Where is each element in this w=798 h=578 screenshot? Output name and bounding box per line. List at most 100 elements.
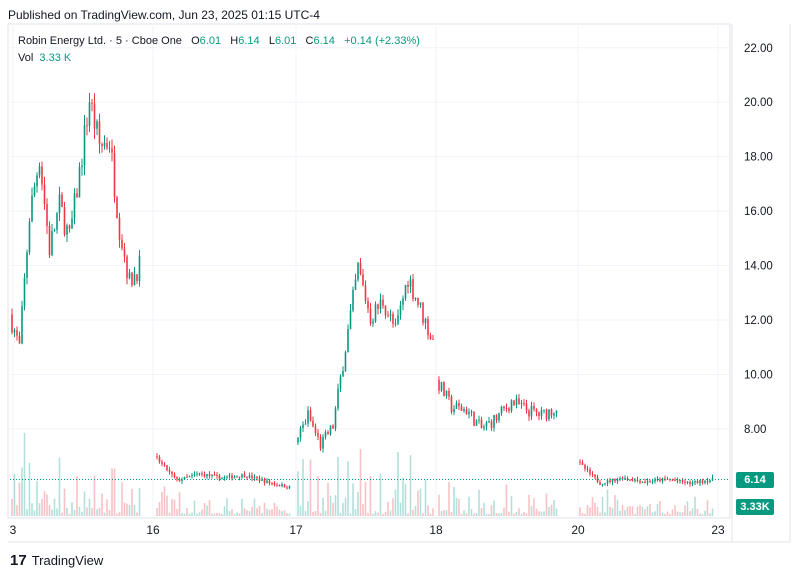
candle-body	[424, 318, 427, 323]
candle-body	[419, 302, 422, 305]
candle-body	[654, 479, 656, 482]
y-tick-label: 20.00	[744, 97, 773, 109]
y-tick-label: 12.00	[744, 315, 773, 327]
candle-body	[480, 419, 483, 429]
candle-body	[369, 308, 372, 324]
volume-bar	[248, 511, 251, 516]
volume-bar	[480, 508, 483, 516]
volume-bar	[196, 513, 198, 516]
candle-body	[73, 193, 76, 219]
volume-bar	[243, 508, 246, 516]
candle-body	[236, 476, 238, 478]
volume-bar	[33, 510, 36, 516]
candle-body	[404, 284, 407, 299]
volume-bar	[483, 502, 485, 516]
candle-body	[63, 207, 66, 235]
chart-grid	[7, 23, 791, 543]
volume-bar	[372, 513, 374, 516]
candle-body	[498, 413, 500, 421]
volume-bar	[309, 459, 312, 516]
volume-bar	[126, 503, 128, 516]
candle-body	[106, 142, 108, 148]
volume-bar	[354, 509, 357, 516]
candle-body	[198, 473, 201, 475]
candle-body	[460, 406, 463, 411]
volume-bar	[696, 508, 699, 516]
volume-bar	[676, 511, 679, 516]
candle-body	[609, 480, 611, 482]
candle-body	[273, 483, 276, 485]
volume-bar	[304, 510, 307, 516]
volume-bar	[586, 505, 589, 516]
candle-body	[211, 474, 213, 476]
candle-body	[636, 479, 639, 481]
candle-body	[243, 474, 246, 477]
volume-bar	[419, 488, 422, 516]
volume-bar	[616, 499, 619, 516]
symbol-name[interactable]: Robin Energy Ltd.	[18, 35, 107, 47]
candle-body	[402, 298, 404, 305]
candle-body	[709, 480, 711, 483]
volume-bar	[261, 513, 263, 516]
candle-body	[619, 477, 621, 480]
candle-body	[624, 478, 626, 480]
x-tick-label: 17	[289, 523, 303, 537]
candle-body	[191, 474, 193, 477]
tradingview-footer[interactable]: 17 TradingView	[10, 552, 103, 569]
volume-bar	[503, 507, 505, 516]
candle-body	[91, 102, 93, 104]
y-tick-label: 10.00	[744, 369, 773, 381]
volume-bar	[68, 513, 71, 516]
candle-body	[604, 483, 606, 485]
volume-bar	[83, 491, 86, 516]
open-label: O	[191, 35, 200, 47]
candle-body	[248, 475, 251, 478]
volume-bar	[362, 504, 364, 516]
volume-bar	[121, 482, 123, 516]
volume-bar	[666, 511, 669, 516]
x-tick-label: 16	[146, 523, 160, 537]
volume-bar	[236, 512, 238, 516]
candle-body	[329, 425, 332, 435]
volume-bar	[455, 497, 458, 516]
volume-bar	[43, 491, 46, 516]
volume-bar	[671, 509, 674, 516]
volume-bar	[624, 510, 626, 516]
candle-body	[278, 485, 281, 487]
candle-body	[545, 409, 548, 420]
candle-body	[276, 484, 278, 486]
volume-bar	[342, 502, 344, 516]
candle-body	[626, 478, 629, 480]
candle-body	[113, 152, 116, 198]
volume-bar	[161, 492, 163, 516]
candle-body	[196, 473, 198, 475]
candle-body	[664, 478, 666, 480]
candle-body	[201, 473, 203, 475]
candle-body	[490, 421, 493, 428]
candle-body	[181, 479, 183, 481]
volume-bar	[634, 513, 636, 516]
published-note: Published on TradingView.com, Jun 23, 20…	[8, 8, 320, 22]
candle-body	[78, 166, 81, 198]
candle-body	[261, 479, 263, 481]
volume-bar	[223, 506, 226, 516]
volume-bar	[399, 502, 402, 516]
candle-body	[584, 464, 586, 469]
volume-bar	[460, 513, 463, 516]
candle-body	[176, 477, 178, 480]
volume-bar	[96, 509, 98, 516]
volume-bar	[36, 480, 38, 516]
volume-bar	[606, 489, 609, 516]
volume-bar	[347, 461, 349, 516]
y-tick-label: 8.00	[744, 424, 766, 436]
volume-tag: 3.33K	[736, 499, 774, 515]
volume-bar	[422, 513, 424, 516]
volume-bar	[103, 512, 106, 516]
volume-bar	[23, 432, 26, 516]
volume-bar	[528, 494, 530, 516]
separator-dot: ·	[109, 35, 116, 47]
candle-body	[178, 479, 181, 481]
volume-bar	[510, 496, 513, 516]
candle-body	[223, 477, 226, 479]
